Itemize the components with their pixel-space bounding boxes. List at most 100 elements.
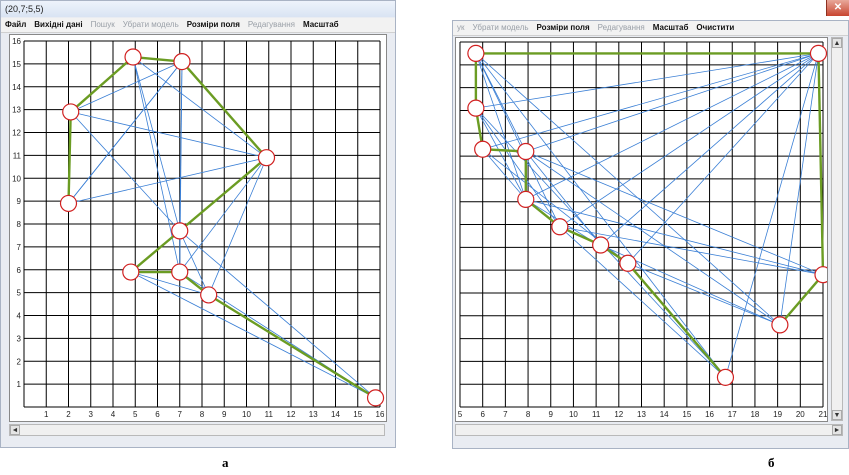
x-tick-label: 16: [705, 410, 714, 419]
horizontal-scrollbar[interactable]: ◄: [9, 424, 385, 436]
x-tick-label: 9: [222, 410, 227, 419]
graph-node: [474, 140, 492, 158]
graph-link: [475, 53, 561, 227]
y-tick-label: 2: [17, 357, 22, 366]
x-tick-label: 5: [458, 410, 463, 419]
menu-search[interactable]: Пошук: [90, 20, 115, 29]
graph-link: [70, 111, 181, 232]
graph-link: [725, 53, 819, 378]
x-tick-label: 4: [111, 410, 116, 419]
graph-node: [62, 103, 80, 121]
scroll-right-icon[interactable]: ►: [832, 425, 842, 435]
menu-edit[interactable]: Редагування: [597, 23, 645, 32]
y-tick-label: 7: [17, 243, 22, 252]
graph-node: [171, 263, 189, 281]
graph-plot-b[interactable]: 5 6 7 8 9 10 11 12 13 14 15 16 17 18 19 20 21: [456, 38, 827, 421]
menu-clear[interactable]: Очистити: [696, 23, 735, 32]
graph-node: [122, 263, 140, 281]
graph-link: [627, 53, 819, 264]
scroll-up-icon[interactable]: ▲: [832, 38, 842, 48]
graph-link: [130, 271, 209, 296]
vertical-scrollbar[interactable]: ▲ ▼: [831, 37, 843, 421]
menu-scale[interactable]: Масштаб: [652, 23, 689, 32]
window-title-bar: (20,7;5,5): [1, 1, 395, 17]
menu-scale[interactable]: Масштаб: [302, 20, 339, 29]
graph-node: [517, 142, 535, 161]
graph-window-b: ук Убрати модель Розміри поля Редагування Ма…: [452, 20, 849, 449]
graph-link: [559, 226, 726, 378]
y-tick-label: 6: [17, 266, 22, 275]
graph-node: [592, 236, 610, 254]
y-tick-label: 13: [12, 106, 21, 115]
menu-edit[interactable]: Редагування: [247, 20, 295, 29]
graph-node: [771, 316, 789, 334]
graph-link: [600, 53, 819, 246]
graph-node: [467, 44, 485, 63]
x-tick-label: 18: [750, 410, 759, 419]
graph-link: [482, 53, 819, 150]
graph-link: [132, 56, 181, 231]
horizontal-scrollbar[interactable]: ►: [455, 424, 843, 436]
graph-link: [179, 230, 210, 296]
graph-plot-a[interactable]: 1 2 3 4 5 6 7 8 9 10 11 12 13 14 15 1612345678910111213…: [10, 35, 386, 421]
graph-link: [525, 199, 824, 276]
graph-node: [467, 99, 485, 117]
y-tick-label: 1: [17, 380, 22, 389]
x-tick-label: 15: [682, 410, 691, 419]
x-tick-label: 13: [637, 410, 646, 419]
y-tick-label: 8: [17, 220, 22, 229]
menu-search[interactable]: ук: [457, 23, 465, 32]
x-tick-label: 20: [796, 410, 805, 419]
x-tick-label: 11: [592, 410, 601, 419]
x-tick-label: 1: [44, 410, 49, 419]
menu-remove-model[interactable]: Убрати модель: [472, 23, 529, 32]
graph-link: [68, 61, 183, 204]
x-tick-label: 16: [376, 410, 385, 419]
path-edge: [181, 60, 268, 159]
y-tick-label: 14: [12, 83, 21, 92]
window-title: (20,7;5,5): [5, 4, 44, 14]
graph-canvas-a[interactable]: 1 2 3 4 5 6 7 8 9 10 11 12 13 14 15 16 1 2 3 4 5 6 7 8 9 10 11 12 13…: [9, 34, 387, 422]
graph-link: [559, 226, 824, 276]
menu-input-data[interactable]: Вихідні дані: [34, 20, 83, 29]
graph-link: [525, 53, 819, 200]
x-tick-label: 8: [200, 410, 205, 419]
x-tick-label: 12: [287, 410, 296, 419]
graph-link: [525, 151, 781, 326]
graph-canvas-b[interactable]: 5 6 7 8 9 10 11 12 13 14 15 16 17 18 19 20 21: [455, 37, 828, 422]
graph-link: [475, 53, 726, 378]
path-edge: [626, 262, 727, 379]
x-tick-label: 21: [819, 410, 827, 419]
graph-node: [257, 149, 276, 167]
x-tick-label: 11: [265, 410, 274, 419]
x-tick-label: 10: [242, 410, 251, 419]
graph-link: [179, 230, 376, 399]
caption-a: а: [222, 455, 229, 470]
x-tick-label: 7: [178, 410, 183, 419]
graph-link: [68, 157, 267, 204]
menu-field-size[interactable]: Розміри поля: [536, 23, 590, 32]
graph-node: [366, 389, 385, 407]
graph-link: [482, 148, 527, 200]
x-tick-label: 6: [155, 410, 160, 419]
y-tick-label: 5: [17, 289, 22, 298]
x-tick-label: 10: [569, 410, 578, 419]
x-tick-label: 3: [89, 410, 94, 419]
graph-node: [619, 254, 637, 272]
x-tick-label: 2: [66, 410, 71, 419]
y-tick-label: 4: [17, 312, 22, 321]
scroll-left-icon[interactable]: ◄: [10, 425, 20, 435]
graph-link: [475, 107, 527, 200]
graph-node: [171, 222, 189, 240]
scroll-down-icon[interactable]: ▼: [832, 410, 842, 420]
menu-field-size[interactable]: Розміри поля: [186, 20, 240, 29]
x-tick-label: 14: [331, 410, 340, 419]
close-icon[interactable]: ✕: [826, 0, 849, 16]
menu-remove-model[interactable]: Убрати модель: [122, 20, 179, 29]
y-tick-label: 15: [12, 60, 21, 69]
graph-link: [208, 157, 267, 296]
path-edge: [817, 53, 825, 275]
menu-file[interactable]: Файл: [5, 20, 27, 29]
x-tick-label: 7: [503, 410, 508, 419]
path-edge: [178, 156, 268, 232]
